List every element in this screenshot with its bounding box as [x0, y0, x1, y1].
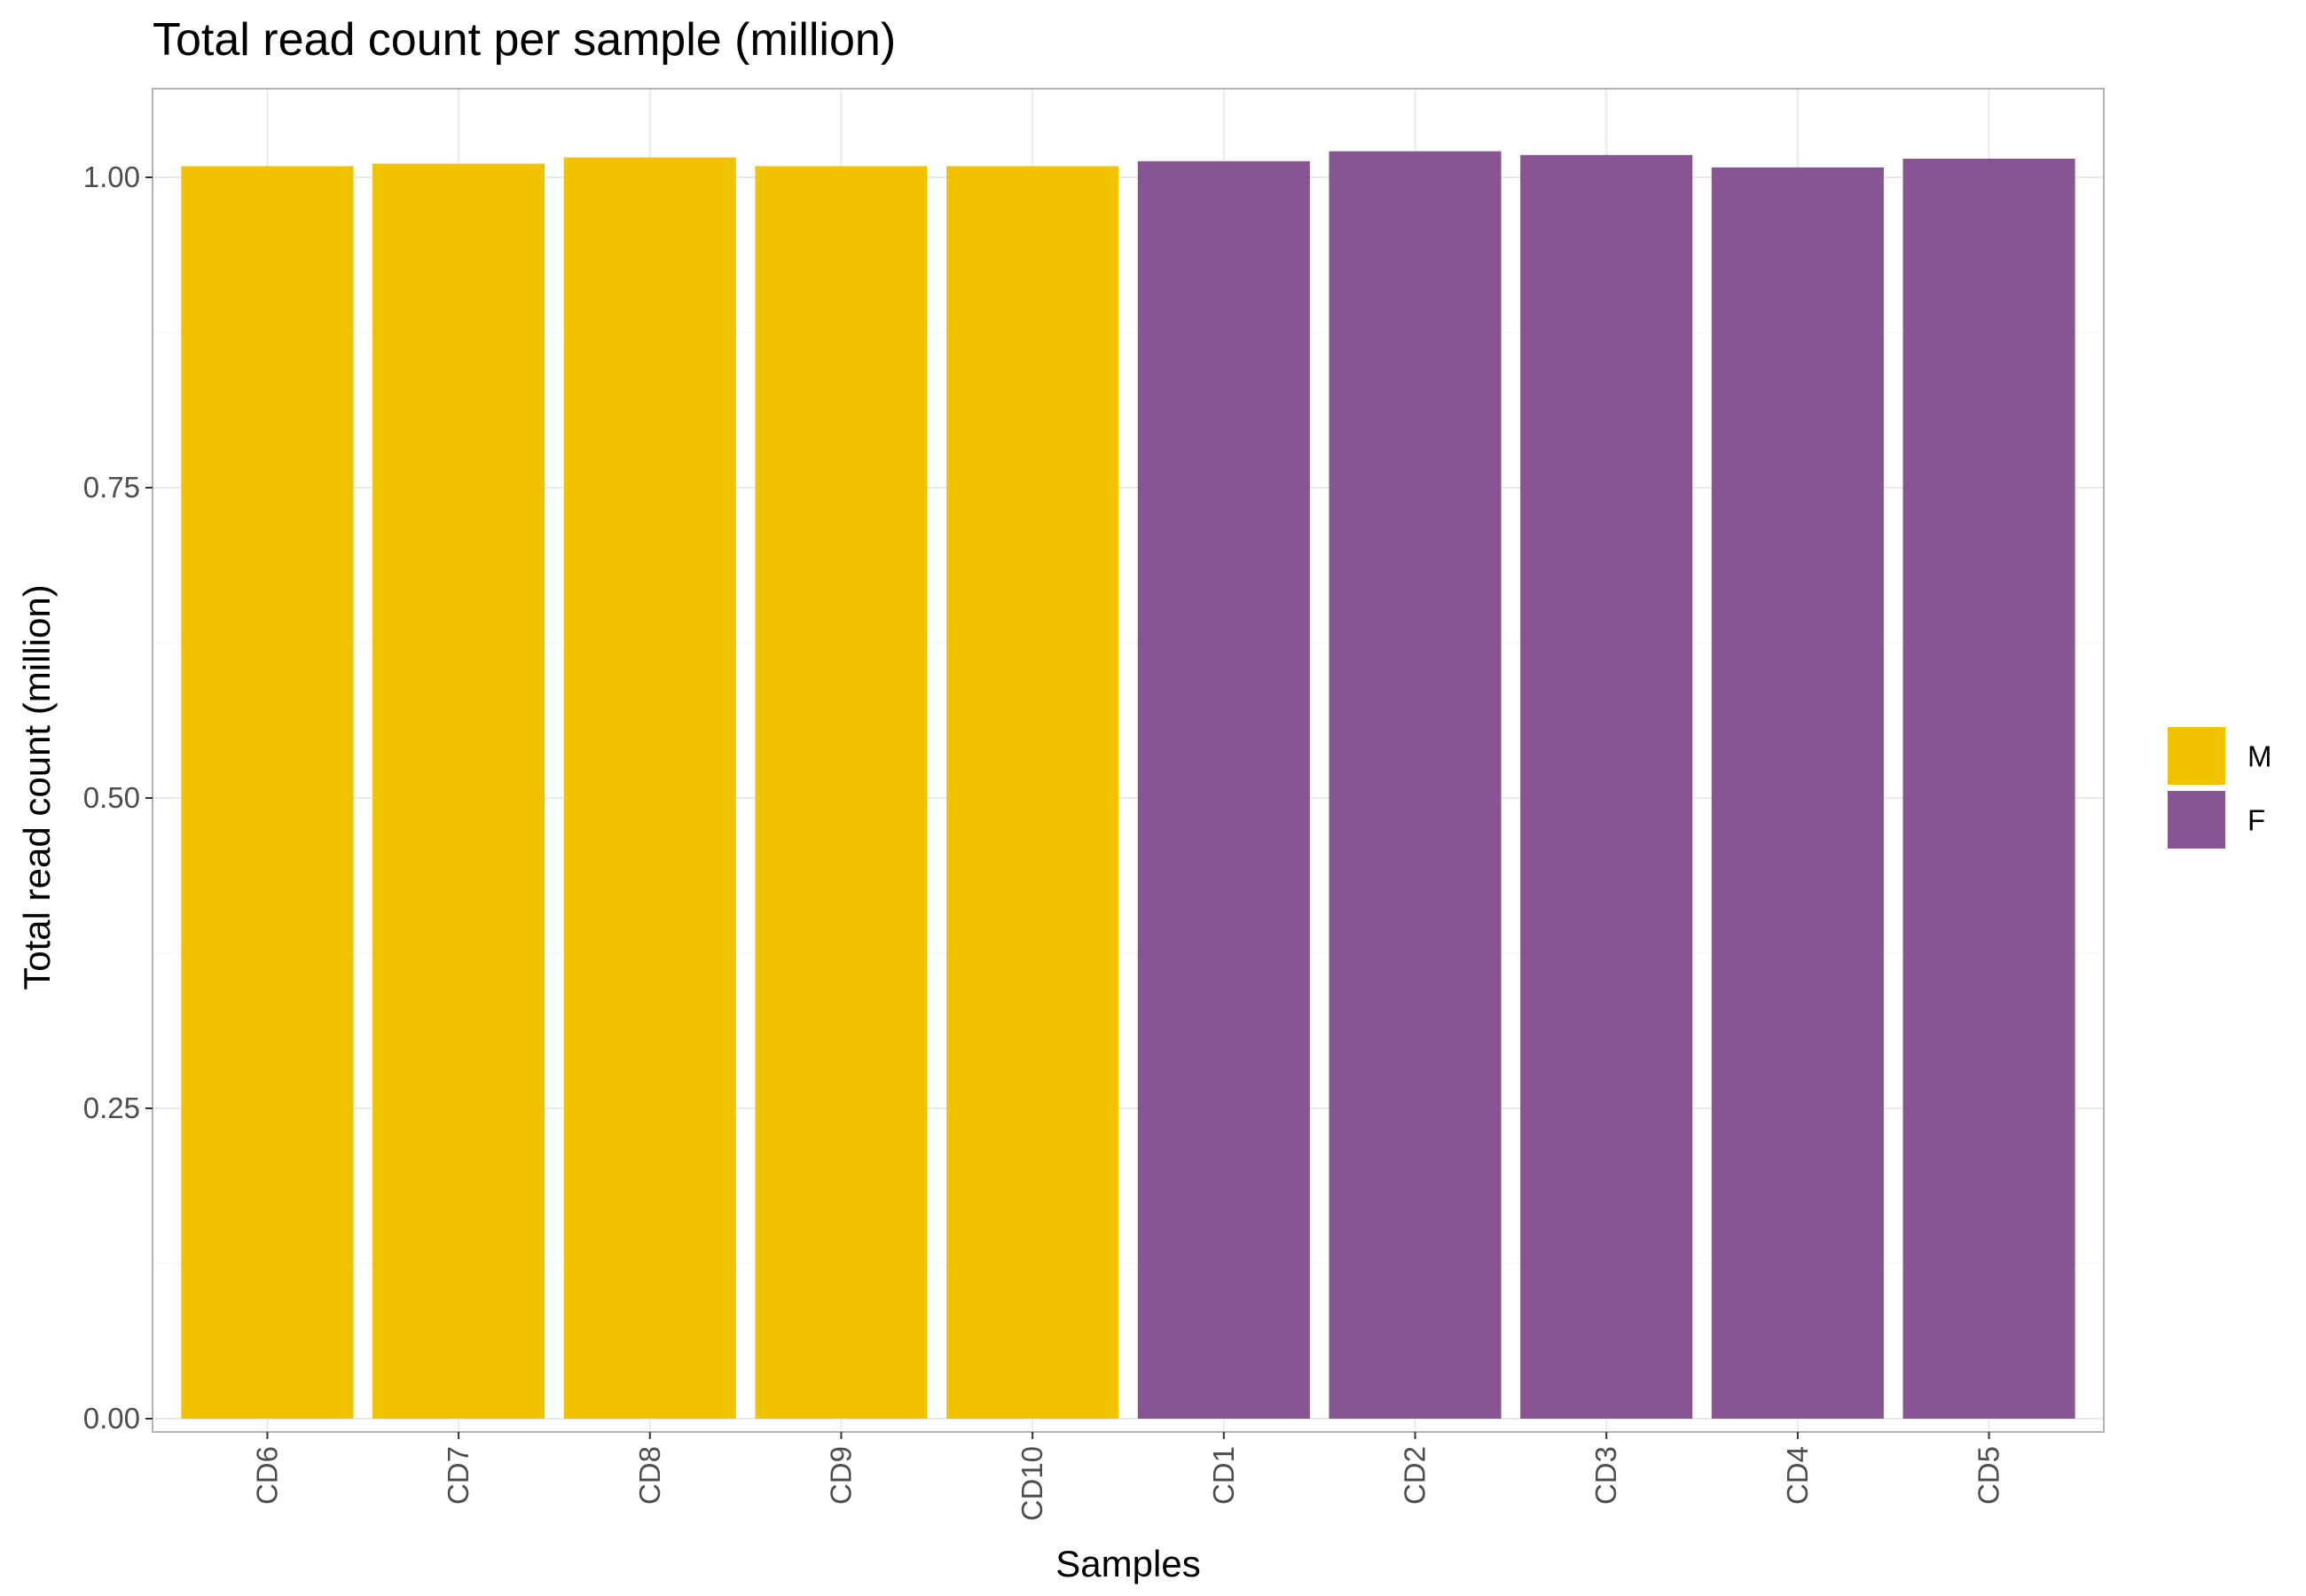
legend-key-m	[2168, 727, 2225, 785]
bar-cd9	[755, 166, 928, 1419]
y-tick-label: 0.00	[83, 1402, 140, 1435]
x-tick-label: CD9	[824, 1446, 857, 1505]
bar-cd8	[563, 157, 736, 1420]
bar-cd3	[1520, 154, 1693, 1419]
bar-cd7	[373, 163, 545, 1420]
legend-label-m: M	[2247, 740, 2272, 773]
bar-cd4	[1711, 167, 1884, 1419]
bar-cd1	[1137, 160, 1310, 1419]
bar-cd2	[1329, 151, 1502, 1420]
legend-label-f: F	[2247, 804, 2265, 837]
y-axis-title: Total read count (million)	[16, 584, 58, 990]
legend-key-f	[2168, 791, 2225, 849]
legend: MF	[2168, 727, 2272, 849]
bar-cd10	[946, 166, 1119, 1419]
y-tick-label: 0.50	[83, 781, 140, 814]
chart-title: Total read count per sample (million)	[153, 14, 896, 66]
y-tick-label: 0.25	[83, 1091, 140, 1124]
bar-cd5	[1902, 159, 2075, 1419]
bar-cd6	[181, 166, 354, 1419]
x-tick-label: CD6	[250, 1446, 283, 1505]
x-tick-label: CD8	[633, 1446, 666, 1505]
x-tick-label: CD2	[1399, 1446, 1431, 1505]
y-axis: 0.00 0.25 0.50 0.75 1.00	[83, 160, 153, 1435]
y-tick-label: 1.00	[83, 160, 140, 193]
x-axis-title: Samples	[1055, 1543, 1200, 1584]
x-tick-label: CD1	[1207, 1446, 1240, 1505]
x-tick-label: CD10	[1016, 1446, 1048, 1521]
bars	[181, 151, 2075, 1420]
panel-border	[152, 88, 2105, 1433]
x-tick-label: CD7	[442, 1446, 475, 1505]
x-tick-label: CD3	[1589, 1446, 1622, 1505]
x-tick-label: CD4	[1781, 1446, 1814, 1505]
x-tick-label: CD5	[1973, 1446, 2005, 1505]
y-tick-label: 0.75	[83, 471, 140, 504]
x-axis: CD6 CD7 CD8 CD9 CD10 CD1 CD2 CD3 CD4 CD5	[250, 1432, 2005, 1521]
